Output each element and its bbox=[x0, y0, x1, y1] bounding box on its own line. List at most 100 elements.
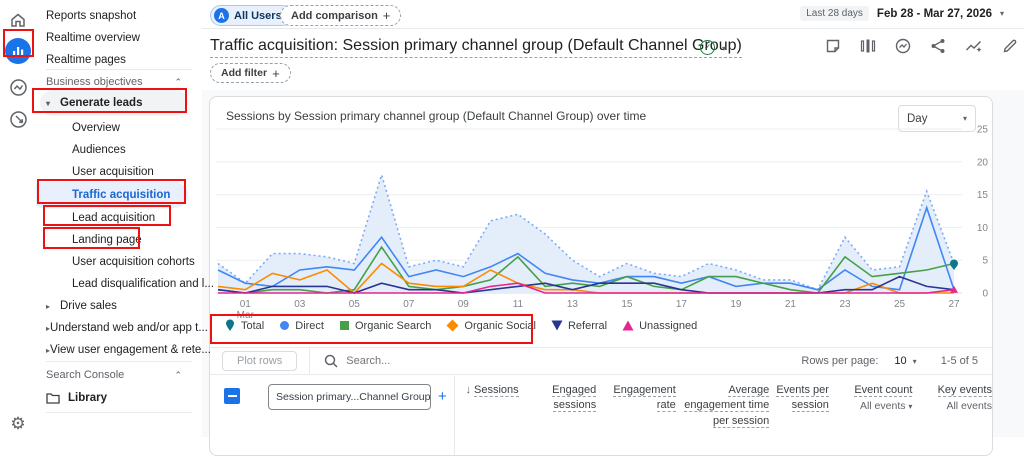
legend-item-organic-social[interactable]: Organic Social bbox=[446, 319, 536, 332]
svg-text:25: 25 bbox=[977, 125, 989, 136]
group-label: Drive sales bbox=[60, 300, 117, 312]
legend-item-organic-search[interactable]: Organic Search bbox=[339, 320, 431, 332]
diamond-marker-icon bbox=[446, 319, 459, 332]
search-icon bbox=[324, 354, 338, 368]
sidebar-item-user-acquisition-cohorts[interactable]: User acquisition cohorts bbox=[46, 252, 196, 272]
sort-desc-icon: ↓ bbox=[465, 384, 471, 396]
chevron-up-icon[interactable]: ⌃ bbox=[174, 370, 182, 381]
plot-rows-button[interactable]: Plot rows bbox=[222, 351, 297, 371]
sidebar-item-realtime-pages[interactable]: Realtime pages bbox=[46, 50, 196, 70]
legend-label: Unassigned bbox=[639, 320, 697, 332]
settings-gear-icon[interactable]: ⚙ bbox=[5, 411, 31, 437]
svg-text:05: 05 bbox=[349, 299, 361, 310]
svg-text:23: 23 bbox=[839, 299, 851, 310]
event-count-filter[interactable]: All events ▾ bbox=[835, 399, 913, 414]
sidebar-group-view-user-engagement[interactable]: ▸ View user engagement & rete... bbox=[46, 340, 196, 360]
sidebar-item-realtime-overview[interactable]: Realtime overview bbox=[46, 28, 196, 48]
sidebar-item-label: Realtime pages bbox=[46, 54, 126, 66]
dimension-select[interactable]: Session primary...Channel Group) ▾ bbox=[268, 384, 431, 410]
section-business-objectives[interactable]: Business objectives ⌃ bbox=[46, 74, 196, 90]
share-icon[interactable] bbox=[930, 38, 946, 54]
sidebar-item-label: Realtime overview bbox=[46, 32, 140, 44]
audience-chip-label: All Users bbox=[234, 10, 282, 22]
add-dimension-button[interactable]: + bbox=[438, 388, 447, 405]
header-divider bbox=[202, 28, 1024, 29]
sidebar-item-library[interactable]: Library bbox=[46, 388, 196, 408]
sidebar-group-generate-leads[interactable]: ▾ Generate leads bbox=[46, 93, 196, 113]
sidebar-item-reports-snapshot[interactable]: Reports snapshot bbox=[46, 6, 196, 26]
sidebar-item-landing-page[interactable]: Landing page bbox=[46, 230, 196, 250]
section-search-console[interactable]: Search Console ⌃ bbox=[46, 367, 196, 383]
chevron-down-icon: ▾ bbox=[963, 114, 967, 123]
add-comparison-button[interactable]: Add comparison + bbox=[280, 5, 401, 26]
pagination-range: 1-5 of 5 bbox=[941, 355, 978, 367]
chevron-down-icon: ▾ bbox=[1000, 9, 1004, 18]
column-avg-engagement-time[interactable]: Average engagement time per session bbox=[676, 383, 769, 455]
search-input[interactable] bbox=[346, 355, 496, 367]
title-chevron-down-icon[interactable]: ▾ bbox=[722, 44, 726, 53]
section-label: Search Console bbox=[46, 369, 124, 381]
date-range-picker[interactable]: Last 28 days Feb 28 - Mar 27, 2026 ▾ bbox=[800, 6, 1004, 21]
page-title[interactable]: Traffic acquisition: Session primary cha… bbox=[210, 37, 742, 58]
sidebar-item-traffic-acquisition[interactable]: Traffic acquisition bbox=[46, 185, 196, 205]
report-valid-check-icon: ✓ bbox=[700, 40, 715, 55]
reports-icon[interactable] bbox=[5, 38, 31, 64]
sidebar-item-lead-disqualification[interactable]: Lead disqualification and l... bbox=[46, 274, 196, 294]
column-sessions[interactable]: ↓ Sessions bbox=[455, 383, 519, 455]
total-pin-marker-icon bbox=[224, 319, 236, 332]
legend-label: Organic Social bbox=[464, 320, 536, 332]
svg-text:07: 07 bbox=[403, 299, 415, 310]
app-icon-rail: ⚙ bbox=[0, 0, 36, 437]
legend-item-direct[interactable]: Direct bbox=[279, 320, 324, 332]
add-filter-button[interactable]: Add filter + bbox=[210, 63, 291, 83]
column-engaged-sessions[interactable]: Engaged sessions bbox=[519, 383, 597, 455]
key-events-filter[interactable]: All events bbox=[918, 399, 992, 414]
chevron-collapsed-icon[interactable]: ▸ bbox=[46, 302, 60, 311]
svg-text:09: 09 bbox=[458, 299, 470, 310]
legend-item-unassigned[interactable]: Unassigned bbox=[622, 320, 697, 332]
explore-icon[interactable] bbox=[5, 74, 31, 100]
advertising-icon[interactable] bbox=[5, 106, 31, 132]
sidebar-item-label: Audiences bbox=[72, 144, 126, 156]
chevron-down-icon[interactable]: ▾ bbox=[913, 357, 917, 366]
traffic-acquisition-card: Sessions by Session primary channel grou… bbox=[209, 96, 993, 456]
comparisons-icon[interactable] bbox=[860, 38, 876, 54]
home-icon[interactable] bbox=[5, 7, 31, 33]
chevron-up-icon[interactable]: ⌃ bbox=[174, 77, 182, 88]
sidebar-item-overview[interactable]: Overview bbox=[46, 118, 196, 138]
sidebar-item-label: Overview bbox=[72, 122, 120, 134]
select-all-checkbox[interactable] bbox=[224, 388, 240, 404]
plus-icon: + bbox=[272, 66, 280, 81]
legend-item-referral[interactable]: Referral bbox=[551, 320, 607, 332]
sidebar-item-label: Lead disqualification and l... bbox=[72, 278, 214, 290]
sidebar-item-lead-acquisition[interactable]: Lead acquisition bbox=[46, 208, 196, 228]
svg-text:10: 10 bbox=[977, 223, 989, 234]
insights-icon[interactable] bbox=[895, 38, 911, 54]
svg-text:11: 11 bbox=[513, 299, 524, 310]
sidebar-item-user-acquisition[interactable]: User acquisition bbox=[46, 162, 196, 182]
trendline-icon[interactable] bbox=[965, 38, 983, 54]
sidebar-item-audiences[interactable]: Audiences bbox=[46, 140, 196, 160]
chart-title: Sessions by Session primary channel grou… bbox=[226, 109, 646, 123]
edit-pencil-icon[interactable] bbox=[1002, 38, 1018, 54]
legend-label: Organic Search bbox=[355, 320, 431, 332]
legend-label: Referral bbox=[568, 320, 607, 332]
table-search[interactable] bbox=[324, 354, 801, 368]
sidebar-group-understand-web-app[interactable]: ▸ Understand web and/or app t... bbox=[46, 318, 196, 338]
note-icon[interactable] bbox=[825, 38, 841, 54]
svg-text:19: 19 bbox=[730, 299, 742, 310]
column-label: Average engagement time per session bbox=[684, 384, 769, 428]
column-label: Events per session bbox=[776, 384, 829, 412]
report-actions bbox=[825, 38, 1018, 54]
legend-item-total[interactable]: Total bbox=[224, 319, 264, 332]
column-events-per-session[interactable]: Events per session bbox=[769, 383, 829, 455]
sidebar-item-label: Traffic acquisition bbox=[72, 189, 170, 201]
folder-icon bbox=[46, 392, 60, 404]
chevron-expanded-icon[interactable]: ▾ bbox=[46, 99, 60, 108]
column-engagement-rate[interactable]: Engagement rate bbox=[596, 383, 676, 455]
svg-text:15: 15 bbox=[621, 299, 633, 310]
rows-per-page-value[interactable]: 10 bbox=[894, 355, 906, 367]
sidebar-group-drive-sales[interactable]: ▸ Drive sales bbox=[46, 296, 196, 316]
